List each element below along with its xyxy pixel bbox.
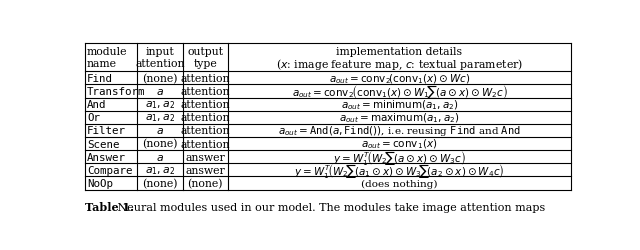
Text: (does nothing): (does nothing) xyxy=(361,179,438,188)
Text: attention: attention xyxy=(180,113,230,123)
Text: $a_{out} = \mathrm{minimum}(a_1, a_2)$: $a_{out} = \mathrm{minimum}(a_1, a_2)$ xyxy=(340,98,458,112)
Text: (none): (none) xyxy=(142,139,178,149)
Text: module: module xyxy=(87,46,127,56)
Text: $a_{out} = \mathrm{conv}_2\!\left(\mathrm{conv}_1(x) \odot W_1\!\sum\!(a \odot x: $a_{out} = \mathrm{conv}_2\!\left(\mathr… xyxy=(292,83,508,100)
Text: $y = W_1^T\!\left(W_2\!\sum\!(a \odot x) \odot W_3c\right)$: $y = W_1^T\!\left(W_2\!\sum\!(a \odot x)… xyxy=(333,148,466,166)
Text: attention: attention xyxy=(180,100,230,110)
Text: output: output xyxy=(188,46,223,56)
Text: attention: attention xyxy=(180,126,230,136)
Text: Transform: Transform xyxy=(87,87,145,97)
Text: name: name xyxy=(87,59,117,69)
Text: attention: attention xyxy=(180,87,230,97)
Text: $a$: $a$ xyxy=(156,152,164,162)
Text: (none): (none) xyxy=(188,178,223,188)
Text: attention: attention xyxy=(180,139,230,149)
Text: Scene: Scene xyxy=(87,139,120,149)
Text: attention: attention xyxy=(180,74,230,84)
Text: Compare: Compare xyxy=(87,165,132,175)
Text: NoOp: NoOp xyxy=(87,178,113,188)
Text: (none): (none) xyxy=(142,178,178,188)
Text: implementation details: implementation details xyxy=(337,46,463,56)
Text: $a_1, a_2$: $a_1, a_2$ xyxy=(145,99,175,110)
Text: Or: Or xyxy=(87,113,100,123)
Text: $a_{out} = \mathrm{conv}_1(x)$: $a_{out} = \mathrm{conv}_1(x)$ xyxy=(361,137,438,151)
Text: Table 1.: Table 1. xyxy=(85,202,134,212)
Text: $a_{out} = \mathrm{maximum}(a_1, a_2)$: $a_{out} = \mathrm{maximum}(a_1, a_2)$ xyxy=(339,111,460,124)
Text: answer: answer xyxy=(186,165,225,175)
Text: $a_1, a_2$: $a_1, a_2$ xyxy=(145,164,175,176)
Text: $a$: $a$ xyxy=(156,126,164,136)
Text: Neural modules used in our model. The modules take image attention maps: Neural modules used in our model. The mo… xyxy=(114,202,545,212)
Text: input: input xyxy=(146,46,175,56)
Text: $a$: $a$ xyxy=(156,87,164,97)
Text: $a_{out} = \mathtt{And}(a, \mathtt{Find}())$, i.e. reusing $\mathtt{Find}$ and $: $a_{out} = \mathtt{And}(a, \mathtt{Find}… xyxy=(278,124,521,138)
Text: $a_{out} = \mathrm{conv}_2\!\left(\mathrm{conv}_1(x) \odot Wc\right)$: $a_{out} = \mathrm{conv}_2\!\left(\mathr… xyxy=(329,72,470,85)
Text: (none): (none) xyxy=(142,74,178,84)
Text: attention: attention xyxy=(135,59,185,69)
Text: ($x$: image feature map, $c$: textual parameter): ($x$: image feature map, $c$: textual pa… xyxy=(276,56,523,72)
Text: And: And xyxy=(87,100,106,110)
Text: type: type xyxy=(193,59,217,69)
Text: $a_1, a_2$: $a_1, a_2$ xyxy=(145,112,175,124)
Text: answer: answer xyxy=(186,152,225,162)
Text: Find: Find xyxy=(87,74,113,84)
Text: Answer: Answer xyxy=(87,152,126,162)
Text: Filter: Filter xyxy=(87,126,126,136)
Text: $y = W_1^T\!\left(W_2\!\sum\!(a_1 \odot x) \odot W_3\!\sum\!(a_2 \odot x) \odot : $y = W_1^T\!\left(W_2\!\sum\!(a_1 \odot … xyxy=(294,161,505,179)
